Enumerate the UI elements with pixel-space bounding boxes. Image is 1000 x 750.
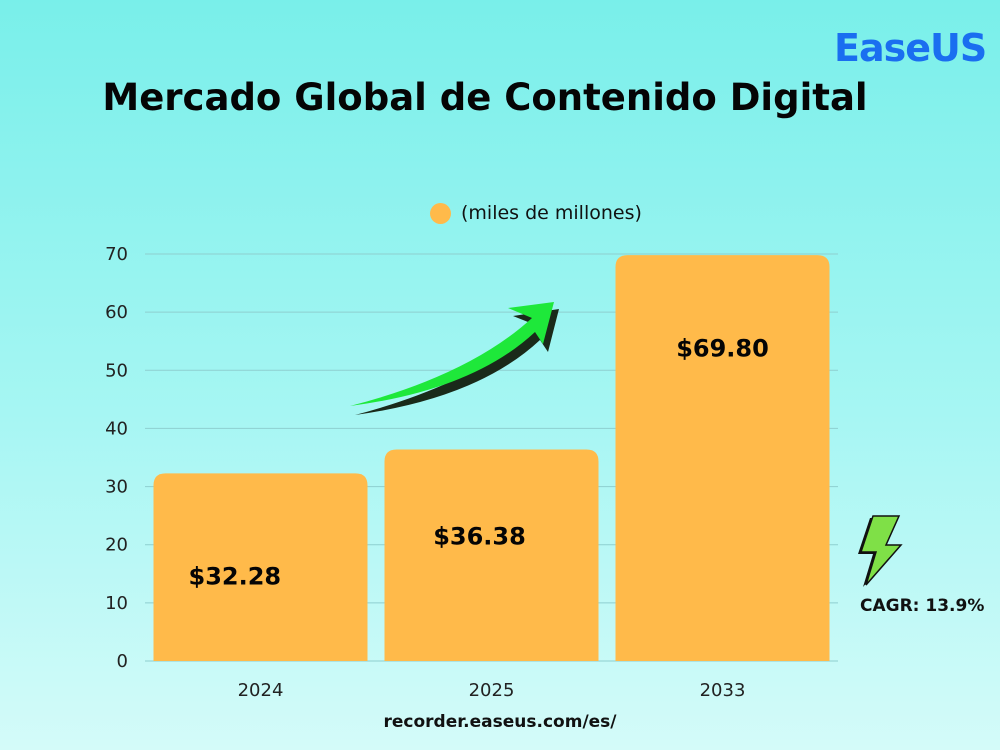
easeus-logo: EaseUS	[834, 26, 987, 70]
chart-title: Mercado Global de Contenido Digital	[102, 76, 868, 119]
y-tick-label: 10	[105, 593, 128, 614]
legend-swatch	[430, 202, 451, 224]
x-tick-label: 2033	[700, 680, 746, 701]
cagr-label: CAGR: 13.9%	[860, 596, 985, 616]
y-tick-label: 20	[105, 535, 128, 556]
legend-label: (miles de millones)	[461, 202, 642, 224]
data-label: $32.28	[189, 563, 282, 591]
y-axis-ticks: 0 10 20 30 40 50 60 70	[105, 244, 128, 672]
data-label: $69.80	[676, 335, 769, 363]
x-tick-label: 2024	[238, 680, 284, 701]
lightning-bolt-icon	[858, 515, 903, 587]
y-tick-label: 70	[105, 244, 128, 265]
legend: (miles de millones)	[430, 202, 642, 224]
x-axis-ticks: 2024 2025 2033	[238, 680, 746, 701]
footer-url: recorder.easeus.com/es/	[383, 712, 617, 732]
data-label: $36.38	[433, 523, 526, 551]
bar-2033	[615, 255, 830, 662]
y-tick-label: 40	[105, 418, 128, 439]
y-tick-label: 60	[105, 302, 128, 323]
y-tick-label: 0	[117, 651, 128, 672]
upward-arrow-icon	[350, 302, 559, 415]
x-tick-label: 2025	[469, 680, 515, 701]
bar-2024	[153, 473, 368, 661]
bar-2025	[384, 449, 599, 661]
y-tick-label: 50	[105, 360, 128, 381]
bars	[153, 255, 830, 662]
data-labels: $32.28 $36.38 $69.80	[189, 335, 769, 591]
y-tick-label: 30	[105, 477, 128, 498]
